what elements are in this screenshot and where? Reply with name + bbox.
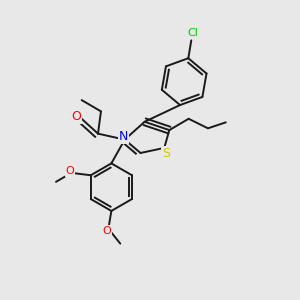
Text: O: O — [66, 167, 74, 176]
Text: S: S — [162, 147, 170, 160]
Text: O: O — [71, 110, 81, 123]
Text: Cl: Cl — [187, 28, 198, 38]
Text: O: O — [103, 226, 111, 236]
Text: N: N — [118, 130, 128, 142]
